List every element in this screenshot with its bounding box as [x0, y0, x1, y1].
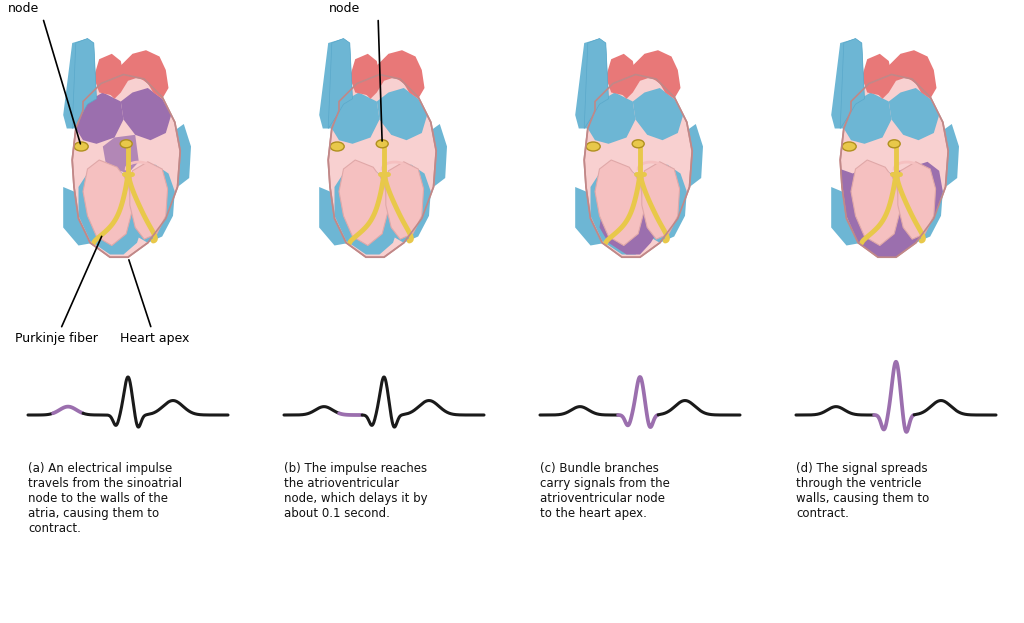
- Polygon shape: [877, 50, 937, 99]
- Polygon shape: [862, 54, 892, 95]
- Polygon shape: [132, 164, 175, 243]
- Polygon shape: [633, 88, 683, 140]
- Polygon shape: [831, 39, 864, 128]
- Polygon shape: [319, 187, 355, 245]
- Polygon shape: [63, 187, 99, 245]
- Polygon shape: [79, 164, 146, 255]
- Polygon shape: [76, 92, 124, 144]
- Text: (a) An electrical impulse
travels from the sinoatrial
node to the walls of the
a: (a) An electrical impulse travels from t…: [28, 462, 182, 535]
- Ellipse shape: [120, 140, 132, 148]
- Ellipse shape: [888, 140, 900, 148]
- Polygon shape: [329, 75, 436, 257]
- Polygon shape: [388, 164, 431, 243]
- Polygon shape: [329, 39, 352, 128]
- Polygon shape: [585, 75, 692, 257]
- Polygon shape: [595, 160, 644, 245]
- Polygon shape: [73, 75, 180, 257]
- Polygon shape: [350, 54, 380, 95]
- Polygon shape: [585, 39, 608, 128]
- Text: (d) The signal spreads
through the ventricle
walls, causing them to
contract.: (d) The signal spreads through the ventr…: [796, 462, 929, 520]
- Polygon shape: [162, 124, 191, 187]
- Polygon shape: [386, 162, 424, 239]
- Polygon shape: [889, 88, 939, 140]
- Ellipse shape: [74, 142, 88, 151]
- Text: Sinoatrial
node: Sinoatrial node: [8, 0, 81, 144]
- Polygon shape: [588, 92, 636, 144]
- Polygon shape: [844, 92, 892, 144]
- Polygon shape: [575, 39, 608, 128]
- Ellipse shape: [376, 140, 388, 148]
- Polygon shape: [83, 160, 132, 245]
- Polygon shape: [841, 75, 948, 257]
- Polygon shape: [365, 50, 425, 99]
- Polygon shape: [377, 88, 427, 140]
- Polygon shape: [73, 39, 96, 128]
- Ellipse shape: [586, 142, 600, 151]
- Polygon shape: [644, 164, 687, 243]
- Polygon shape: [109, 50, 169, 99]
- Polygon shape: [575, 187, 611, 245]
- Polygon shape: [319, 39, 352, 128]
- Polygon shape: [930, 124, 959, 187]
- Polygon shape: [418, 124, 447, 187]
- Polygon shape: [841, 39, 864, 128]
- Ellipse shape: [330, 142, 344, 151]
- Polygon shape: [841, 162, 943, 257]
- Polygon shape: [102, 135, 139, 173]
- Polygon shape: [674, 124, 703, 187]
- Polygon shape: [898, 162, 936, 239]
- Polygon shape: [591, 164, 658, 255]
- Polygon shape: [335, 164, 402, 255]
- Text: Purkinje fiber: Purkinje fiber: [15, 236, 101, 345]
- Ellipse shape: [632, 140, 644, 148]
- Polygon shape: [851, 160, 900, 245]
- Text: (c) Bundle branches
carry signals from the
atrioventricular node
to the heart ap: (c) Bundle branches carry signals from t…: [540, 462, 670, 520]
- Polygon shape: [621, 50, 681, 99]
- Polygon shape: [642, 162, 680, 239]
- Text: Heart apex: Heart apex: [120, 260, 189, 345]
- Polygon shape: [121, 88, 171, 140]
- Text: (b) The impulse reaches
the atrioventricular
node, which delays it by
about 0.1 : (b) The impulse reaches the atrioventric…: [284, 462, 428, 520]
- Text: Atrioventricular
node: Atrioventricular node: [329, 0, 426, 141]
- Polygon shape: [599, 201, 659, 255]
- Polygon shape: [831, 187, 867, 245]
- Polygon shape: [332, 92, 380, 144]
- Polygon shape: [130, 162, 168, 239]
- Ellipse shape: [842, 142, 856, 151]
- Polygon shape: [339, 160, 388, 245]
- Polygon shape: [94, 54, 124, 95]
- Polygon shape: [847, 164, 914, 255]
- Polygon shape: [900, 164, 943, 243]
- Polygon shape: [63, 39, 96, 128]
- Polygon shape: [606, 54, 636, 95]
